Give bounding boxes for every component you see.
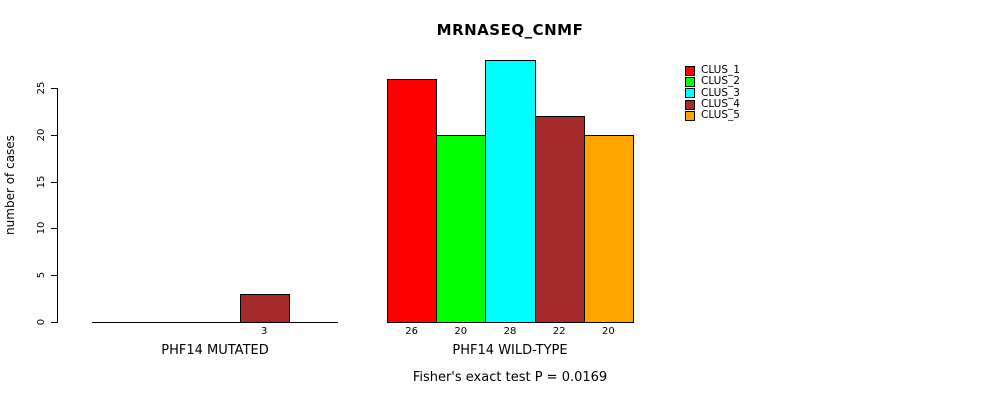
bar-clus-2-phf14-wild-type <box>436 134 487 323</box>
legend-label: CLUS_2 <box>701 75 740 88</box>
bar-value-label: 22 <box>552 326 566 337</box>
y-axis-tick <box>51 181 57 183</box>
bar-clus-1-phf14-wild-type <box>387 78 438 323</box>
legend-swatch-clus-4 <box>685 99 695 110</box>
x-baseline-phf14-mutated <box>92 322 338 323</box>
legend-label: CLUS_4 <box>701 98 740 111</box>
bar-clus-4-phf14-wild-type <box>534 116 585 323</box>
y-axis-line <box>57 88 58 323</box>
y-tick-label: 25 <box>36 81 47 95</box>
legend-item: CLUS_5 <box>685 110 740 121</box>
legend-label: CLUS_5 <box>701 109 740 122</box>
bar-value-label: 20 <box>454 326 468 337</box>
y-axis-label: number of cases <box>3 135 17 235</box>
legend: CLUS_1 CLUS_2 CLUS_3 CLUS_4 CLUS_5 <box>685 65 740 121</box>
bar-value-label: 26 <box>405 326 418 337</box>
chart-title: MRNASEQ_CNMF <box>436 21 584 39</box>
y-axis-tick <box>51 275 57 277</box>
legend-item: CLUS_2 <box>685 76 740 87</box>
legend-item: CLUS_1 <box>685 65 740 76</box>
legend-swatch-clus-3 <box>685 88 695 99</box>
legend-item: CLUS_4 <box>685 99 740 110</box>
legend-label: CLUS_3 <box>701 86 740 99</box>
y-axis-tick <box>51 134 57 136</box>
y-tick-label: 5 <box>36 272 47 279</box>
annotation-text: Fisher's exact test P = 0.0169 <box>412 370 608 385</box>
bar-clus-3-phf14-wild-type <box>485 59 536 323</box>
bar-value-label: 28 <box>503 326 517 337</box>
bar-value-label: 3 <box>261 326 268 337</box>
legend-item: CLUS_3 <box>685 86 740 99</box>
bar-clus-4-phf14-mutated <box>239 293 290 323</box>
group-label-phf14-mutated: PHF14 MUTATED <box>161 343 269 358</box>
y-axis-tick <box>51 228 57 230</box>
y-axis-tick <box>51 322 57 323</box>
bar-value-label: 20 <box>602 326 615 337</box>
y-tick-label: 10 <box>36 222 47 235</box>
group-label-phf14-wild-type: PHF14 WILD-TYPE <box>452 343 568 358</box>
legend-label: CLUS_1 <box>701 64 740 77</box>
bar-clus-5-phf14-wild-type <box>583 134 634 323</box>
y-tick-label: 0 <box>36 318 47 326</box>
y-tick-label: 15 <box>36 175 47 188</box>
legend-swatch-clus-5 <box>685 110 695 121</box>
legend-swatch-clus-2 <box>685 76 695 87</box>
y-axis-tick <box>51 88 57 89</box>
legend-swatch-clus-1 <box>685 65 695 76</box>
y-tick-label: 20 <box>36 128 47 142</box>
